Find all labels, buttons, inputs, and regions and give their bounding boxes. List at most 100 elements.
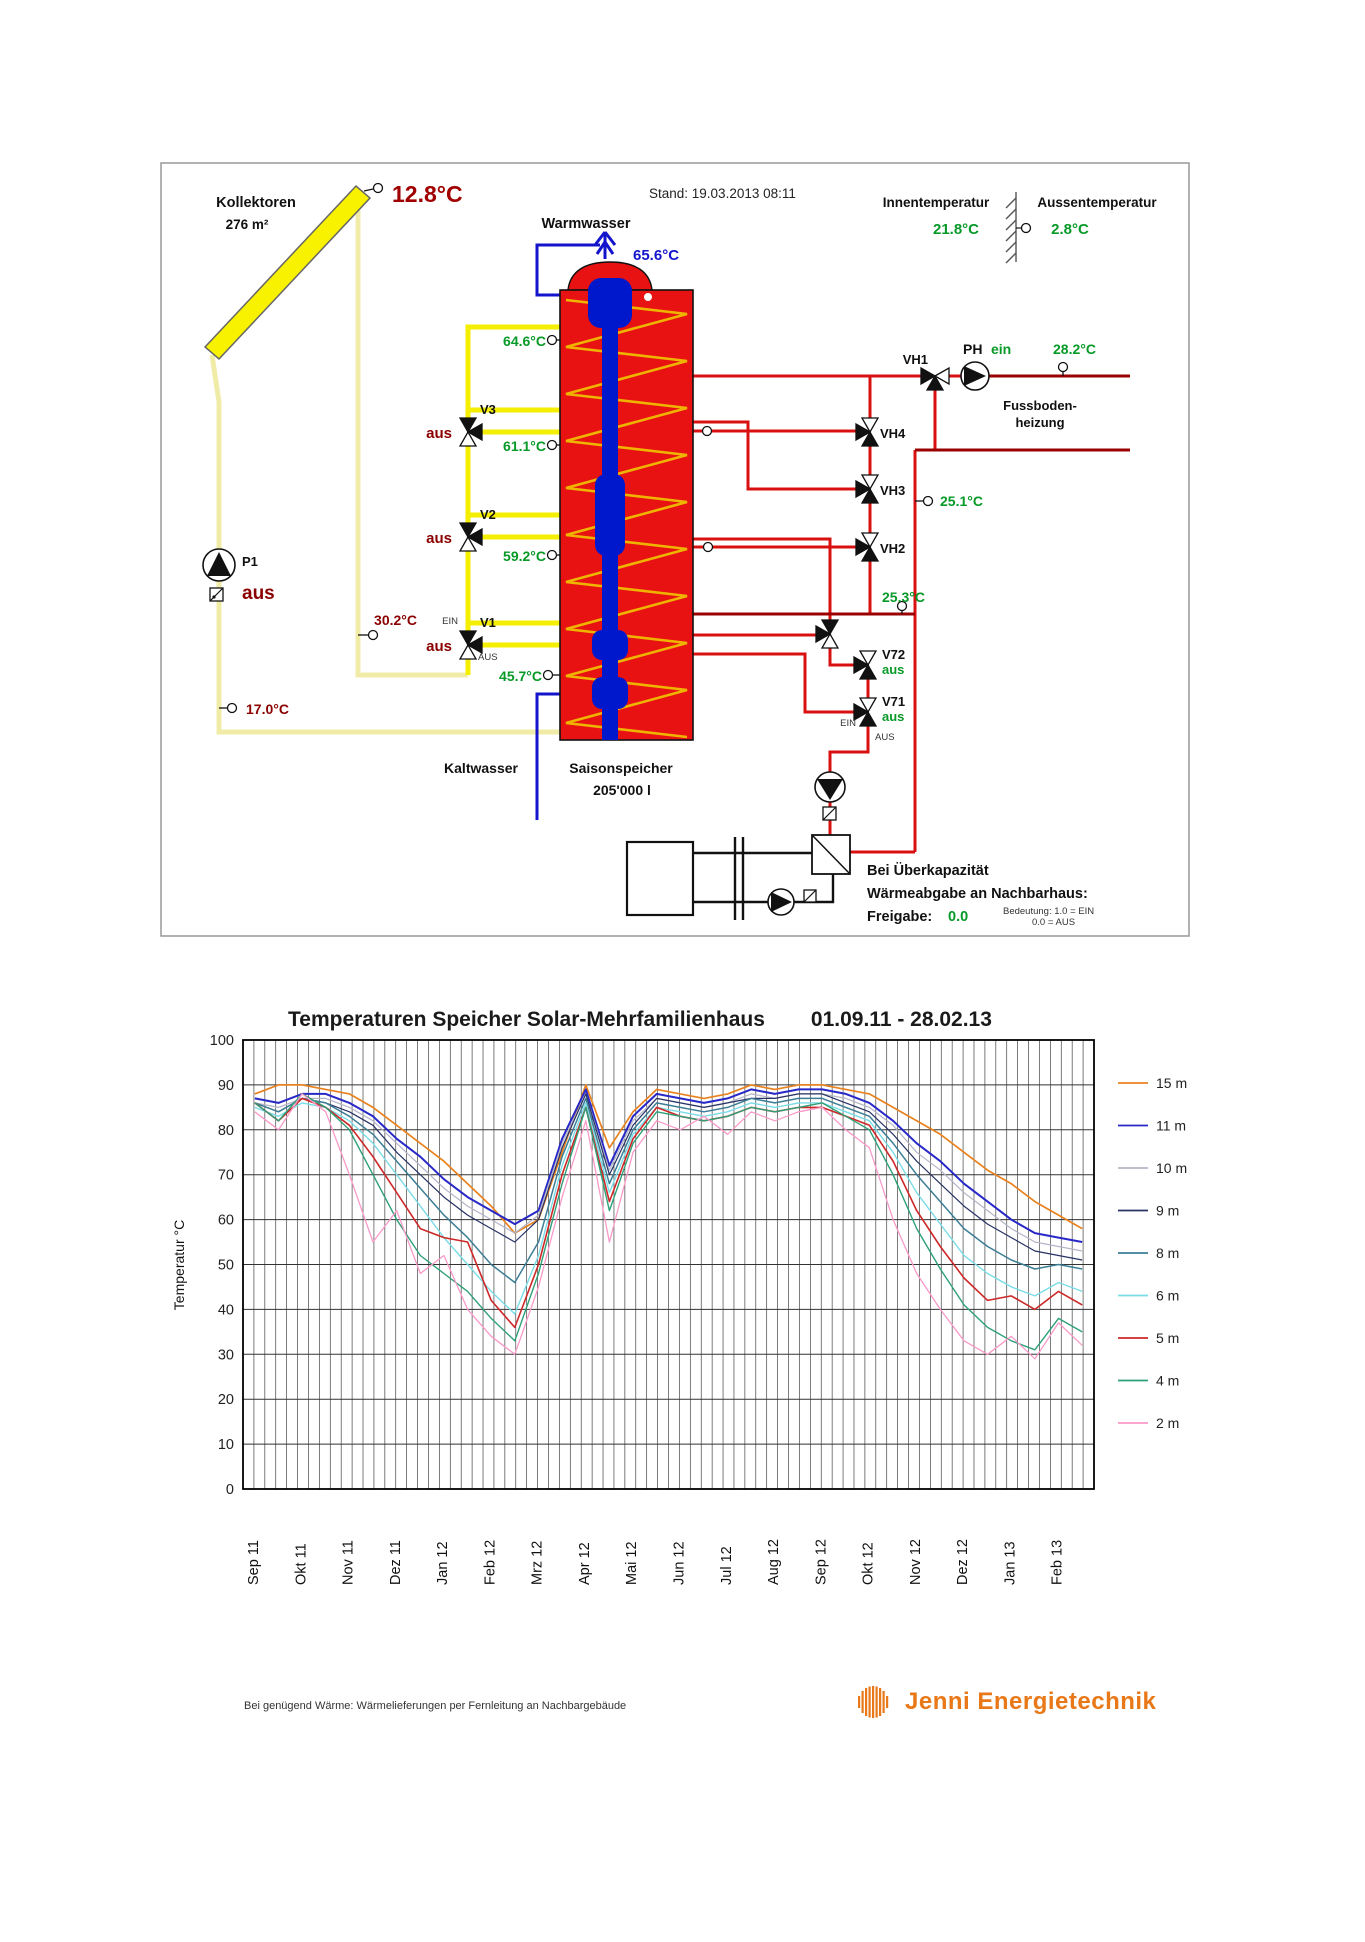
pump-ph-label: PH bbox=[963, 341, 982, 357]
solar-mid-temp: 30.2°C bbox=[374, 612, 417, 628]
y-tick-label: 60 bbox=[218, 1213, 234, 1229]
valve-v1-aus: AUS bbox=[478, 652, 498, 663]
freigabe-label: Freigabe: bbox=[867, 909, 932, 925]
valve-v1-label: V1 bbox=[480, 615, 496, 630]
pump-p1-state: aus bbox=[242, 583, 275, 604]
wall-icon bbox=[1005, 192, 1017, 264]
neighbour-building bbox=[625, 840, 695, 917]
tank-temp-v3: 61.1°C bbox=[503, 438, 546, 454]
neighbour-loop-pipes bbox=[693, 837, 835, 920]
solar-return-temp: 17.0°C bbox=[246, 701, 289, 717]
heating-mid-temp: 25.3°C bbox=[882, 589, 925, 605]
kaltwasser-pipe bbox=[535, 692, 560, 820]
chart-panel: 0 10 20 30 40 50 60 70 80 90 100 Sep 11 Okt 11 Nov 11… bbox=[160, 1025, 1300, 1665]
valve-v72-label: V72 bbox=[882, 647, 905, 662]
freigabe-value: 0.0 bbox=[948, 909, 968, 925]
collector-sensor-stub bbox=[363, 188, 374, 192]
valve-mixer-icon bbox=[815, 619, 840, 649]
outdoor-label: Aussentemperatur bbox=[1037, 195, 1157, 210]
x-tick-label: Sep 11 bbox=[246, 1540, 262, 1585]
heating-area-line1: Fussboden- bbox=[1003, 398, 1077, 413]
heating-supply-temp: 28.2°C bbox=[1053, 341, 1096, 357]
system-diagram-panel: Kollektoren 276 m² 12.8°C Stand: 19.03.2… bbox=[160, 162, 1190, 937]
collector-icon bbox=[203, 184, 372, 361]
x-tick-label: Feb 12 bbox=[482, 1540, 498, 1585]
footer-note: Bei genügend Wärme: Wärmelieferungen per… bbox=[244, 1700, 627, 1712]
valve-v71-aus: AUS bbox=[875, 732, 895, 743]
heating-pipes-dark bbox=[693, 374, 1130, 616]
legend-label-4m: 4 m bbox=[1156, 1373, 1179, 1389]
pump-exchange-icon bbox=[814, 771, 846, 821]
valve-vh1-icon bbox=[920, 366, 950, 391]
pump-ph-icon bbox=[960, 361, 990, 391]
chart-title-text: Temperaturen Speicher Solar-Mehrfamilien… bbox=[288, 1008, 765, 1031]
legend-label-9m: 9 m bbox=[1156, 1203, 1179, 1219]
y-tick-label: 40 bbox=[218, 1302, 234, 1318]
stand-timestamp: Stand: 19.03.2013 08:11 bbox=[649, 186, 796, 201]
chart-title: Temperaturen Speicher Solar-Mehrfamilien… bbox=[288, 1008, 992, 1032]
kaltwasser-label: Kaltwasser bbox=[444, 760, 518, 776]
valve-vh4-icon bbox=[855, 417, 880, 447]
series-line-8m bbox=[254, 1097, 1083, 1284]
y-tick-label: 0 bbox=[226, 1482, 234, 1498]
valve-v2-icon bbox=[458, 522, 483, 552]
y-tick-label: 10 bbox=[218, 1437, 234, 1453]
x-tick-label: Nov 12 bbox=[908, 1539, 924, 1585]
valve-v1-ein: EIN bbox=[442, 616, 458, 627]
y-tick-label: 80 bbox=[218, 1123, 234, 1139]
x-tick-label: Nov 11 bbox=[341, 1540, 357, 1585]
x-tick-label: Jun 12 bbox=[672, 1541, 688, 1585]
outdoor-value: 2.8°C bbox=[1051, 221, 1089, 238]
x-tick-label: Mrz 12 bbox=[530, 1541, 546, 1585]
legend-label-6m: 6 m bbox=[1156, 1288, 1179, 1304]
valve-v3-state: aus bbox=[426, 425, 452, 442]
valve-v3-icon bbox=[458, 417, 483, 447]
collector-label: Kollektoren bbox=[216, 195, 296, 211]
pump-p1-label: P1 bbox=[242, 554, 258, 569]
warmwasser-temp: 65.6°C bbox=[633, 247, 679, 264]
valve-v1-icon bbox=[458, 630, 483, 660]
x-tick-label: Okt 12 bbox=[861, 1542, 877, 1585]
tank-coil-icon bbox=[565, 298, 688, 739]
legend-label-2m: 2 m bbox=[1156, 1415, 1179, 1431]
valve-vh4-label: VH4 bbox=[880, 426, 906, 441]
collector-area: 276 m² bbox=[226, 217, 269, 232]
x-tick-label: Dez 12 bbox=[955, 1539, 971, 1585]
valve-vh3-label: VH3 bbox=[880, 483, 905, 498]
x-tick-label: Apr 12 bbox=[577, 1542, 593, 1585]
valve-v71-icon bbox=[853, 697, 878, 727]
heat-exchanger-icon bbox=[811, 834, 851, 875]
jenni-logo: Jenni Energietechnik bbox=[853, 1682, 1156, 1722]
heating-area-line2: heizung bbox=[1015, 415, 1064, 430]
overcap-line2: Wärmeabgabe an Nachbarhaus: bbox=[867, 886, 1088, 902]
tank-blob-low1 bbox=[592, 630, 628, 660]
x-tick-label: Jul 12 bbox=[719, 1546, 735, 1585]
x-tick-label: Mai 12 bbox=[624, 1541, 640, 1585]
y-tick-label: 50 bbox=[218, 1258, 234, 1274]
valve-v71-label: V71 bbox=[882, 694, 905, 709]
valve-vh2-label: VH2 bbox=[880, 541, 905, 556]
collector-temp: 12.8°C bbox=[392, 181, 463, 207]
series-line-2m bbox=[254, 1093, 1083, 1360]
valve-v71-ein: EIN bbox=[840, 718, 856, 729]
y-tick-label: 90 bbox=[218, 1078, 234, 1094]
y-tick-label: 100 bbox=[210, 1033, 234, 1049]
valve-vh1-label: VH1 bbox=[903, 352, 928, 367]
legend-label-10m: 10 m bbox=[1156, 1160, 1187, 1176]
series-line-6m bbox=[254, 1102, 1083, 1315]
tank-blob-mid bbox=[595, 474, 625, 556]
heating-pipes bbox=[693, 374, 961, 854]
tank bbox=[559, 261, 694, 741]
bedeutung-line1: Bedeutung: 1.0 = EIN bbox=[1003, 906, 1094, 917]
x-tick-label: Okt 11 bbox=[293, 1543, 309, 1585]
series-line-4m bbox=[254, 1093, 1083, 1351]
sensors bbox=[219, 334, 1069, 714]
collector-sensor-icon bbox=[372, 182, 384, 194]
indoor-value: 21.8°C bbox=[933, 221, 979, 238]
tank-name: Saisonspeicher bbox=[569, 760, 673, 776]
legend-label-8m: 8 m bbox=[1156, 1245, 1179, 1261]
valve-v72-state: aus bbox=[882, 662, 904, 677]
valve-v2-label: V2 bbox=[480, 507, 496, 522]
jenni-logo-text: Jenni Energietechnik bbox=[905, 1688, 1157, 1715]
pump-neighbour-icon bbox=[767, 888, 817, 916]
